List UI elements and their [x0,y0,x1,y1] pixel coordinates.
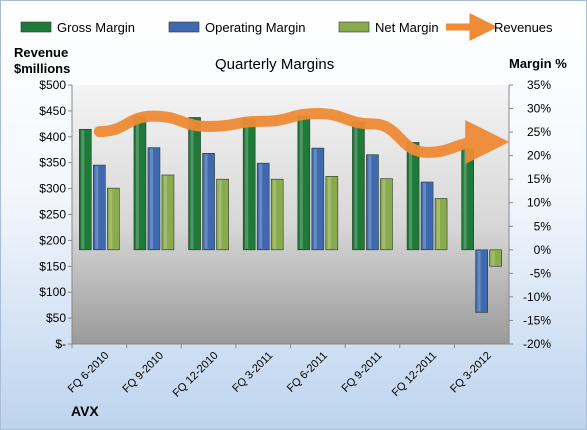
left-axis-tick-label: $350 [39,156,66,170]
x-axis-tick-label: FQ 3-2011 [230,350,275,395]
bar-highlight [204,154,208,249]
bar-highlight [95,166,99,249]
x-axis-tick-label: FQ 9-2011 [339,350,384,395]
right-axis-tick-label: 20% [527,149,551,163]
bar-net-margin [325,176,339,251]
right-axis-title: Margin % [509,56,567,71]
x-axis-tick-label: FQ 6-2011 [285,350,330,395]
left-axis-tick-label: $150 [39,259,66,273]
bar-highlight [368,155,372,249]
chart-footer: AVX [71,403,99,419]
x-axis-tick-label: FQ 9-2010 [120,350,166,396]
bar-operating-margin [475,249,488,313]
bar-highlight [437,199,441,249]
right-axis-tick-label: 15% [527,172,551,186]
bar-gross-margin [242,119,256,251]
bar-gross-margin [461,148,474,251]
bar-highlight [313,149,317,249]
legend-label: Revenues [494,20,553,35]
legend-swatch-net-margin [338,21,370,33]
right-axis-tick-label: 10% [527,196,551,210]
left-axis-title-line1: Revenue [14,45,69,60]
bar-gross-margin [188,117,201,251]
bar-highlight [109,189,113,249]
bar-gross-margin [406,142,420,251]
right-axis-tick-label: 35% [527,78,551,92]
left-axis-title-line2: $millions [14,61,71,76]
right-axis-tick-label: -10% [523,290,551,304]
right-axis-tick-label: 0% [534,243,552,257]
left-axis-tick-label: $400 [39,130,66,144]
legend-swatch-operating-margin [168,21,200,33]
bar-operating-margin [256,162,270,251]
bar-operating-margin [202,152,215,251]
bar-highlight [382,179,386,249]
bar-operating-margin [93,164,106,251]
bar-highlight [218,180,222,249]
bar-net-margin [107,187,120,251]
left-axis-tick-label: $250 [39,208,66,222]
bar-operating-margin [311,147,325,251]
bar-net-margin [216,178,229,251]
revenue-line [93,107,510,164]
bar-highlight [245,120,249,249]
right-axis-tick-label: 30% [527,102,551,116]
bar-highlight [423,183,427,249]
x-axis-tick-label: FQ 12-2011 [390,350,439,399]
x-axis-tick-label: FQ 12-2010 [171,350,221,400]
bar-gross-margin [352,121,365,251]
left-axis-tick-label: $500 [39,78,66,92]
legend-label: Net Margin [375,20,439,35]
bar-highlight [81,130,85,249]
right-axis-tick-label: -5% [530,266,552,280]
left-axis-tick-label: $- [55,337,66,351]
bar-highlight [135,117,139,249]
left-axis-tick-label: $300 [39,182,66,196]
left-axis-tick-label: $50 [46,311,66,325]
bar-highlight [299,117,303,249]
bar-operating-margin [420,181,434,251]
bar-highlight [273,180,277,249]
bar-highlight [463,149,467,249]
bar-highlight [491,250,495,266]
chart-title: Quarterly Margins [215,56,335,73]
bar-gross-margin [79,128,92,251]
bar-net-margin [270,178,284,251]
legend-label: Operating Margin [205,20,305,35]
bar-highlight [327,177,331,249]
bar-highlight [477,250,481,312]
right-axis-tick-label: -15% [523,313,551,327]
left-axis-tick-label: $200 [39,233,66,247]
bar-net-margin [380,178,393,251]
legend-swatch-gross-margin [20,21,52,33]
bar-gross-margin [297,115,311,251]
bar-highlight [259,164,263,249]
x-axis-tick-label: FQ 3-2012 [448,350,494,396]
bar-highlight [354,122,358,249]
bar-net-margin [161,174,175,251]
bar-highlight [190,118,194,249]
left-axis-tick-label: $100 [39,285,66,299]
x-axis-tick-label: FQ 6-2010 [66,350,112,396]
bar-gross-margin [133,116,147,251]
right-axis-tick-label: 5% [534,219,552,233]
bar-net-margin [489,249,502,267]
bar-highlight [409,143,413,249]
bar-highlight [149,148,153,249]
right-axis-tick-label: 25% [527,125,551,139]
legend-label: Gross Margin [57,20,135,35]
left-axis-tick-label: $450 [39,104,66,118]
right-axis-tick-label: -20% [523,337,551,351]
bar-operating-margin [147,147,161,251]
bar-net-margin [434,198,448,251]
bar-operating-margin [366,154,379,251]
bar-highlight [163,175,167,249]
